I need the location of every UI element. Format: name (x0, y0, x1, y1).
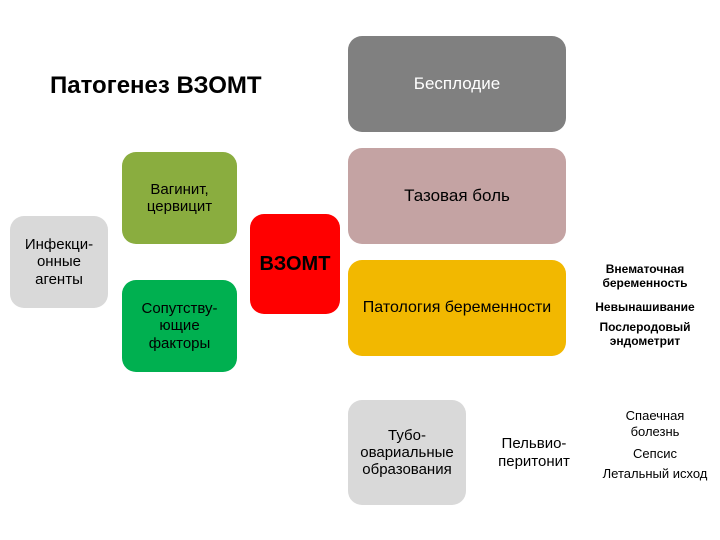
box-pregnancy-pathology-label: Патология беременности (363, 299, 551, 317)
box-pelvioperitonitis: Пельвио-перитонит (480, 400, 588, 505)
box-agents: Инфекци-онные агенты (10, 216, 108, 308)
box-pregnancy-pathology: Патология беременности (348, 260, 566, 356)
text-postpartum: Послеродовый эндометрит (580, 320, 710, 349)
box-agents-label: Инфекци-онные агенты (16, 236, 102, 288)
box-tubo-ovarian-label: Тубо-овариальные образования (354, 427, 460, 479)
box-pelvioperitonitis-label: Пельвио-перитонит (486, 435, 582, 470)
text-lethal-label: Летальный исход (603, 466, 708, 481)
box-vzomt-label: ВЗОМТ (260, 253, 331, 276)
text-adhesive: Спаечная болезнь (600, 408, 710, 439)
box-tubo-ovarian: Тубо-овариальные образования (348, 400, 466, 505)
box-infertility-label: Бесплодие (414, 74, 500, 94)
box-vaginitis: Вагинит, цервицит (122, 152, 237, 244)
text-miscarriage-label: Невынашивание (595, 300, 694, 314)
diagram-title: Патогенез ВЗОМТ (50, 72, 262, 100)
text-sepsis: Сепсис (600, 446, 710, 462)
text-adhesive-label: Спаечная болезнь (626, 408, 685, 439)
text-sepsis-label: Сепсис (633, 446, 677, 461)
text-ectopic: Внематочная беременность (580, 262, 710, 291)
box-infertility: Бесплодие (348, 36, 566, 132)
box-cofactors: Сопутству-ющие факторы (122, 280, 237, 372)
text-postpartum-label: Послеродовый эндометрит (599, 320, 690, 348)
box-pelvic-pain-label: Тазовая боль (404, 186, 510, 206)
text-miscarriage: Невынашивание (580, 300, 710, 314)
box-pelvic-pain: Тазовая боль (348, 148, 566, 244)
box-cofactors-label: Сопутству-ющие факторы (128, 300, 231, 352)
text-lethal: Летальный исход (600, 466, 710, 482)
box-vaginitis-label: Вагинит, цервицит (128, 181, 231, 216)
box-vzomt: ВЗОМТ (250, 214, 340, 314)
text-ectopic-label: Внематочная беременность (602, 262, 687, 290)
